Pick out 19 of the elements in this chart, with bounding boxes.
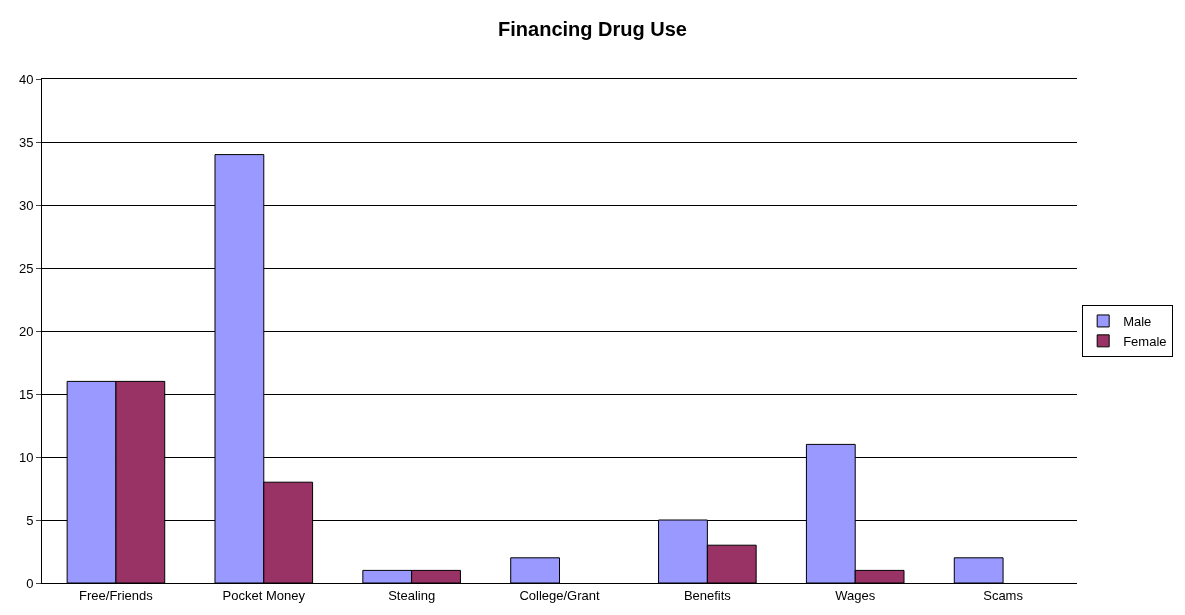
x-tick-label: Benefits bbox=[683, 587, 732, 603]
y-tick-label: 10 bbox=[18, 449, 34, 465]
y-tick-label: 5 bbox=[26, 512, 34, 528]
y-tick-label: 25 bbox=[18, 260, 34, 276]
x-tick-label: Pocket Money bbox=[222, 587, 306, 603]
x-tick-label: College/Grant bbox=[519, 587, 600, 603]
chart-title: Financing Drug Use bbox=[498, 17, 687, 40]
legend-label: Female bbox=[1123, 333, 1167, 349]
y-tick-label: 15 bbox=[18, 386, 34, 402]
y-tick-label: 40 bbox=[18, 71, 34, 87]
x-tick-label: Scams bbox=[983, 587, 1024, 603]
legend-label: Male bbox=[1123, 314, 1152, 330]
x-tick-label: Wages bbox=[835, 587, 876, 603]
y-tick-label: 35 bbox=[18, 134, 34, 150]
y-tick-label: 30 bbox=[18, 197, 34, 213]
y-tick-label: 20 bbox=[18, 323, 34, 339]
x-tick-label: Free/Friends bbox=[79, 587, 154, 603]
y-tick-label: 0 bbox=[26, 575, 34, 591]
x-tick-label: Stealing bbox=[388, 587, 436, 603]
